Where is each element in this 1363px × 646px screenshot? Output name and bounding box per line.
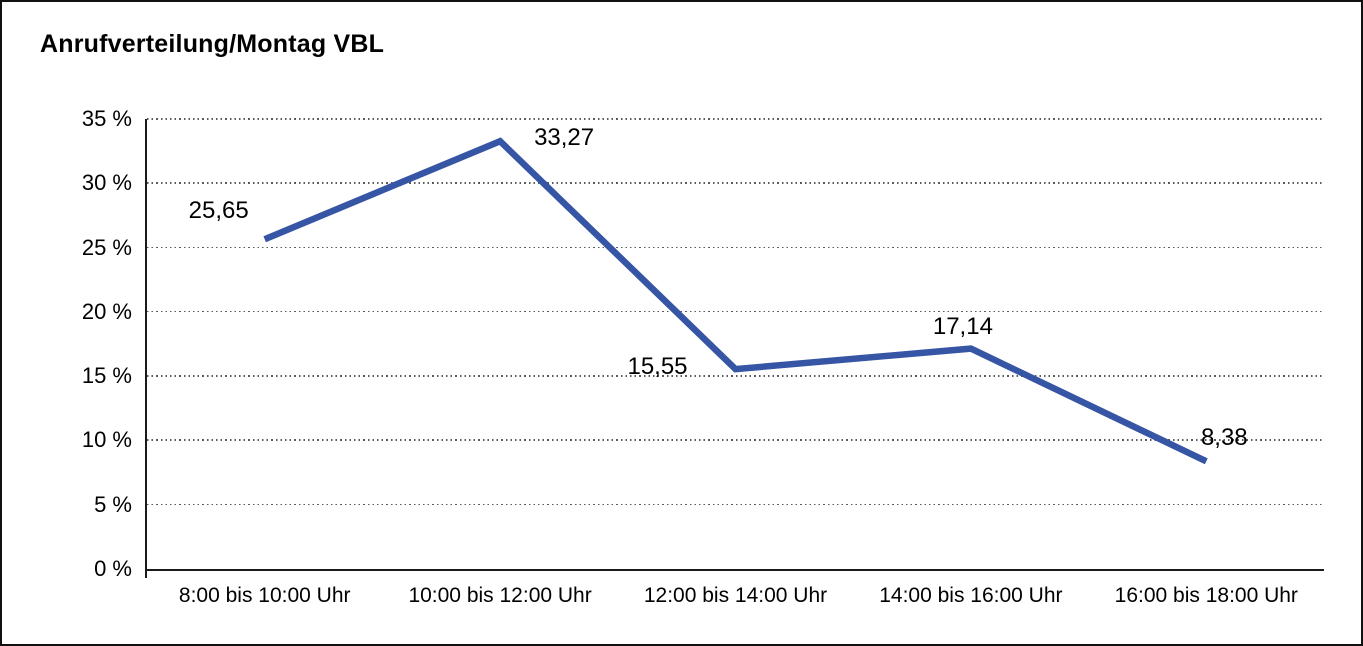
y-tick-label: 15 %	[81, 363, 132, 389]
x-category-label: 10:00 bis 12:00 Uhr	[408, 584, 592, 607]
y-tick-label: 35 %	[81, 106, 132, 131]
y-tick-label: 25 %	[81, 234, 132, 260]
x-axis-origin-tick	[145, 569, 147, 578]
plot-area	[145, 118, 1324, 571]
y-tick-label: 30 %	[81, 170, 132, 196]
y-tick-label: 20 %	[81, 298, 132, 324]
gridline	[147, 310, 1324, 313]
line-series-svg	[263, 137, 1208, 465]
x-category-label: 16:00 bis 18:00 Uhr	[1114, 584, 1298, 607]
data-point-label: 15,55	[627, 353, 688, 381]
data-point-label: 8,38	[1200, 424, 1248, 452]
gridline	[147, 375, 1324, 377]
chart-title: Anrufverteilung/Montag VBL	[40, 30, 385, 58]
data-point-label: 33,27	[534, 124, 595, 152]
y-tick-label: 0 %	[94, 556, 132, 581]
x-category-label: 12:00 bis 14:00 Uhr	[643, 584, 828, 607]
gridline	[147, 118, 1324, 120]
gridline	[147, 503, 1324, 506]
gridline	[147, 246, 1324, 249]
y-tick-label: 5 %	[94, 491, 132, 517]
data-point-label: 25,65	[188, 197, 249, 225]
data-series-line	[263, 137, 1208, 465]
x-category-label: 14:00 bis 16:00 Uhr	[879, 584, 1063, 607]
y-tick-label: 10 %	[81, 427, 132, 453]
x-category-label: 8:00 bis 10:00 Uhr	[178, 584, 351, 607]
data-point-label: 17,14	[932, 312, 993, 340]
gridline	[147, 439, 1324, 442]
gridline	[147, 182, 1324, 184]
